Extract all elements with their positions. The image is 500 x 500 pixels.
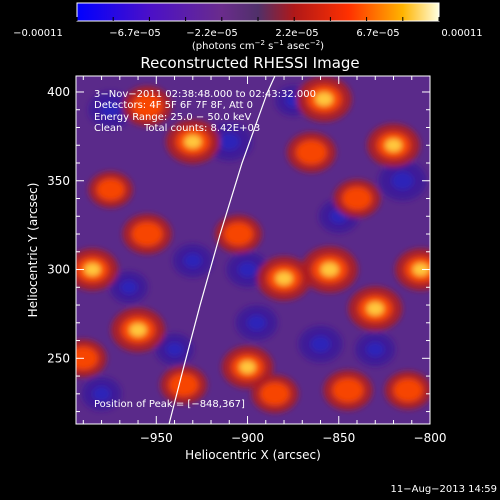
hot-spot-mid <box>131 221 163 247</box>
x-axis-ticks: −950 −900 −850 −800 <box>82 76 447 445</box>
y-axis-label: Heliocentric Y (arcsec) <box>26 183 40 318</box>
cold-spot-core <box>391 171 414 190</box>
hot-spot-mid <box>393 378 423 402</box>
hot-spot-core <box>275 271 293 286</box>
cold-spot-core <box>100 101 121 118</box>
cold-spot-core <box>166 342 184 357</box>
cold-spot-core <box>120 280 138 295</box>
annotation-detectors: Detectors: 4F 5F 6F 7F 8F, Att 0 <box>94 100 253 111</box>
y-tick-label: 300 <box>47 263 70 277</box>
x-axis-label: Heliocentric X (arcsec) <box>185 448 321 462</box>
image-area <box>76 76 430 424</box>
x-tick-label: −850 <box>322 431 355 445</box>
hot-spot-mid <box>168 373 199 397</box>
solar-limb-line <box>168 76 276 424</box>
colorbar-unit: (photons cm−2 s−1 asec−2) <box>192 39 324 52</box>
hot-spot-core <box>385 138 402 152</box>
x-tick-label: −800 <box>414 431 447 445</box>
x-tick-label: −900 <box>231 431 264 445</box>
colorbar-tick-label: −0.00011 <box>13 28 63 39</box>
hot-spot-mid <box>342 186 372 211</box>
hot-spot-core <box>412 263 430 276</box>
footer-date: 11−Aug−2013 14:59 <box>391 484 497 495</box>
hot-spot-mid <box>131 93 163 119</box>
colorbar-tick-label: 6.7e−05 <box>356 28 399 39</box>
hot-spot-mid <box>223 222 254 246</box>
chart-title: Reconstructed RHESSI Image <box>140 54 359 72</box>
hot-spot-core <box>315 92 333 106</box>
annotation-energy: Energy Range: 25.0 − 50.0 keV <box>94 112 251 123</box>
colorbar-tick-label: −6.7e−05 <box>109 28 161 39</box>
hot-spot-core <box>129 323 147 337</box>
hot-spot-core <box>320 262 339 277</box>
hot-spot-mid <box>96 178 125 201</box>
x-tick-label: −950 <box>140 431 173 445</box>
hot-spot-mid <box>295 140 327 165</box>
y-axis-ticks: 250 300 350 400 <box>47 85 430 413</box>
y-tick-label: 250 <box>47 351 70 365</box>
plot-frame <box>75 75 431 425</box>
cold-spot-core <box>92 386 111 402</box>
annotation-time: 3−Nov−2011 02:38:48.000 to 02:43:32.000 <box>94 89 316 100</box>
hot-spot-core <box>239 360 256 374</box>
hot-spot-core <box>84 263 101 276</box>
annotation-peak: Position of Peak = [−848,367] <box>94 399 245 410</box>
hot-spot-mid <box>332 378 364 403</box>
colorbar-tick-label: 2.2e−05 <box>275 28 318 39</box>
annotation-clean: Clean <box>94 123 122 134</box>
hot-spot-core <box>184 134 202 149</box>
cold-spot-core <box>218 133 240 151</box>
cold-spot-core <box>247 314 267 331</box>
annotation-counts: Total counts: 8.42E+03 <box>143 123 260 134</box>
hot-spot-mid <box>76 346 99 370</box>
colorbar-tick-label: 0.00011 <box>441 28 482 39</box>
colorbar-tick-label: −2.2e−05 <box>186 28 238 39</box>
hot-spot-core <box>366 301 384 316</box>
y-tick-label: 400 <box>47 85 70 99</box>
cold-spot-core <box>366 342 385 357</box>
colorbar: −0.00011 −6.7e−05 −2.2e−05 2.2e−05 6.7e−… <box>13 2 483 52</box>
y-tick-label: 350 <box>47 174 70 188</box>
hot-spot-mid <box>260 382 290 406</box>
cold-spot-core <box>310 335 331 353</box>
cold-spot-core <box>183 253 202 269</box>
cold-spot-core <box>238 261 258 278</box>
